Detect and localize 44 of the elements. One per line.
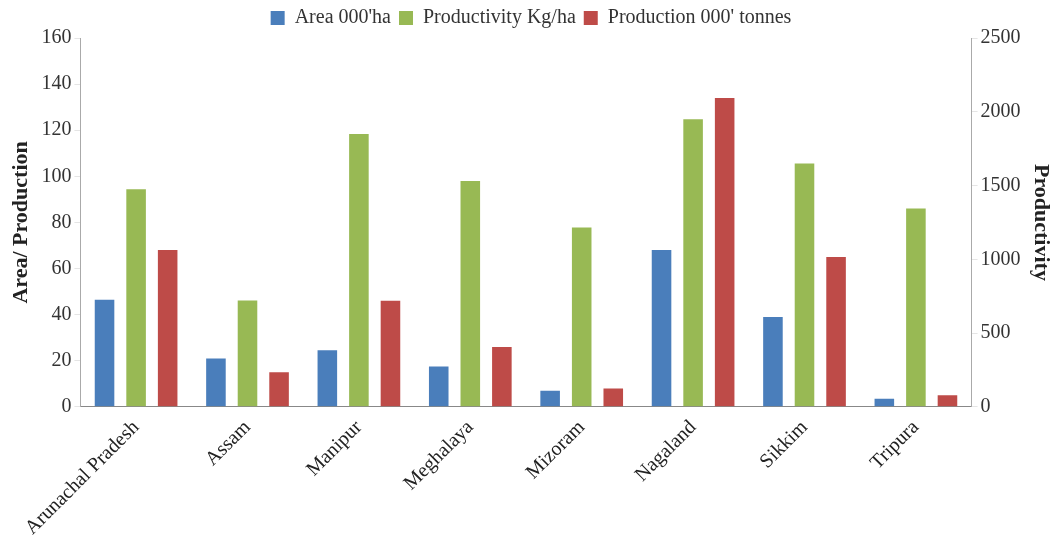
bar xyxy=(603,388,624,407)
bar xyxy=(206,358,226,407)
bar xyxy=(937,395,958,407)
bar xyxy=(906,208,926,407)
bar xyxy=(874,398,895,407)
y2-tick-label: 1500 xyxy=(980,172,1021,195)
bar xyxy=(126,189,146,407)
bar xyxy=(157,250,178,407)
y-tick-label: 160 xyxy=(41,25,72,48)
bar xyxy=(794,163,815,407)
y2-tick-label: 0 xyxy=(980,394,991,417)
legend-label: Productivity Kg/ha xyxy=(422,5,576,29)
legend-label: Production 000' tonnes xyxy=(607,5,792,28)
y2-tick-label: 2000 xyxy=(980,99,1021,122)
bar xyxy=(94,299,115,407)
y-tick-label: 140 xyxy=(41,71,72,94)
y-tick-label: 60 xyxy=(51,255,72,278)
bar xyxy=(460,181,481,407)
bar xyxy=(714,97,735,407)
y2-axis-title: Productivity xyxy=(1030,163,1056,281)
bar xyxy=(683,119,703,407)
bar xyxy=(428,366,449,407)
y-tick-label: 40 xyxy=(51,301,72,324)
bar xyxy=(571,227,592,407)
bar xyxy=(492,346,512,407)
bar xyxy=(380,300,401,407)
y2-tick-label: 2500 xyxy=(980,25,1021,48)
bar xyxy=(651,250,672,407)
bar xyxy=(540,390,560,407)
y2-tick-label: 500 xyxy=(980,320,1011,343)
y-tick-label: 20 xyxy=(51,347,72,370)
bar xyxy=(349,133,369,407)
bar xyxy=(269,372,289,407)
y-tick-label: 0 xyxy=(61,394,72,417)
bar xyxy=(763,316,783,407)
bar xyxy=(826,256,846,407)
bar xyxy=(237,300,258,407)
legend-label: Area 000'ha xyxy=(294,5,392,28)
y-tick-label: 80 xyxy=(51,209,72,232)
y-tick-label: 100 xyxy=(41,163,72,186)
y-axis-title: Area/ Production xyxy=(6,141,32,304)
bar xyxy=(317,350,338,407)
y2-tick-label: 1000 xyxy=(980,246,1021,269)
y-tick-label: 120 xyxy=(41,117,72,140)
